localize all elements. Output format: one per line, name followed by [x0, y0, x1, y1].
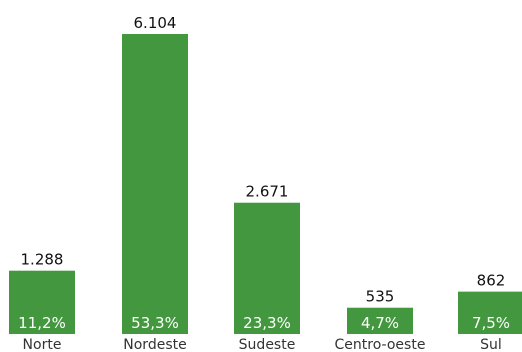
bar-centro-oeste	[347, 307, 413, 334]
category-label-nordeste: Nordeste	[123, 337, 186, 352]
bar-nordeste	[122, 34, 188, 334]
percent-label-sudeste: 23,3%	[243, 314, 291, 332]
value-label-sul: 862	[477, 272, 506, 290]
value-labels-group: 1.288 6.104 2.671 535 862	[21, 14, 506, 306]
category-label-sul: Sul	[480, 337, 502, 352]
percent-label-norte: 11,2%	[18, 314, 66, 332]
percent-label-nordeste: 53,3%	[131, 314, 179, 332]
bars-group	[9, 34, 522, 334]
bar-norte	[9, 270, 75, 334]
percent-label-sul: 7,5%	[472, 314, 510, 332]
percent-label-centro-oeste: 4,7%	[361, 314, 399, 332]
value-label-sudeste: 2.671	[246, 183, 289, 201]
value-label-norte: 1.288	[21, 251, 64, 269]
value-label-centro-oeste: 535	[366, 288, 395, 306]
category-label-norte: Norte	[23, 337, 62, 352]
category-label-centro-oeste: Centro-oeste	[335, 337, 426, 352]
percent-labels-group: 11,2% 53,3% 23,3% 4,7% 7,5%	[18, 314, 510, 332]
bar-sudeste	[234, 202, 300, 334]
bar-sul	[458, 291, 522, 334]
value-label-nordeste: 6.104	[134, 14, 177, 32]
category-labels-group: Norte Nordeste Sudeste Centro-oeste Sul	[23, 337, 502, 352]
category-label-sudeste: Sudeste	[239, 337, 296, 352]
